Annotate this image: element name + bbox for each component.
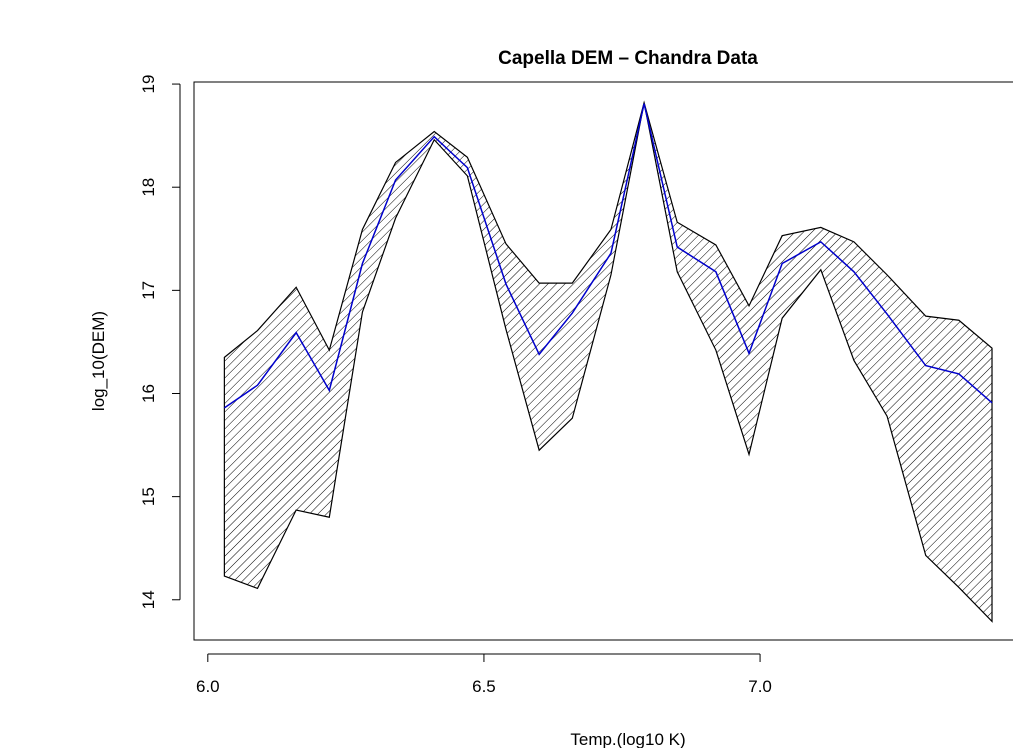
dem-line	[223, 103, 993, 409]
chart-title: Capella DEM – Chandra Data	[498, 48, 758, 69]
x-axis-label: Temp.(log10 K)	[570, 730, 685, 748]
y-tick-label: 15	[139, 487, 158, 506]
error-band	[223, 100, 993, 623]
y-tick-label: 16	[139, 384, 158, 403]
x-tick-label: 6.5	[472, 677, 496, 696]
y-tick-label: 19	[139, 75, 158, 94]
x-tick-label: 6.0	[196, 677, 220, 696]
x-tick-label: 7.0	[748, 677, 772, 696]
y-tick-label: 17	[139, 281, 158, 300]
y-axis-label: log_10(DEM)	[89, 311, 108, 411]
plot-frame	[193, 81, 1013, 641]
y-tick-label: 14	[139, 590, 158, 609]
y-tick-label: 18	[139, 178, 158, 197]
